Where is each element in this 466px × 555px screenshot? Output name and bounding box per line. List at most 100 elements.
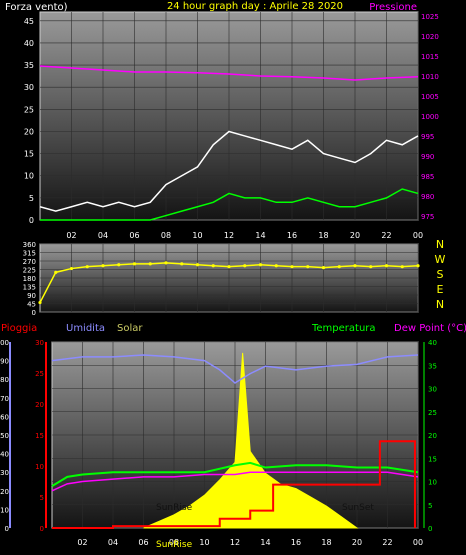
y-temperature-tick-label: 25	[428, 409, 437, 417]
temperature-line	[51, 461, 419, 488]
x-tick-label: 14	[260, 538, 270, 547]
x-tick-label: 02	[66, 231, 76, 240]
y-temperature-tick-label: 0	[428, 525, 432, 533]
y-humidity-tick-label: 70	[0, 395, 9, 403]
wind-direction-point	[132, 262, 137, 266]
y-humidity-tick-label: 10	[0, 506, 9, 514]
y-humidity-tick-label: 40	[0, 451, 9, 459]
y-tick-label: 315	[23, 250, 36, 258]
y-left-tick-label: 0	[29, 216, 34, 225]
dew-point-line	[51, 471, 419, 492]
dew-point-label: Dew Point (°C)	[394, 323, 466, 334]
y-humidity-tick-label: 80	[0, 376, 9, 384]
x-tick-label: 04	[108, 538, 118, 547]
y-rain-tick-label: 30	[35, 339, 44, 347]
solar-area	[143, 352, 359, 529]
y-tick-label: 45	[27, 301, 36, 309]
y-temperature-tick-label: 10	[428, 479, 437, 487]
y-right-tick-label: 980	[421, 193, 434, 201]
wind-pressure-series	[39, 65, 419, 221]
x-tick-label: 20	[352, 538, 362, 547]
x-tick-label: 08	[169, 538, 179, 547]
wind-direction-point	[337, 265, 341, 269]
atmosphere-ticks: 02 04 06 08 10 12 14 16 18 20 22 000510152025303540…	[0, 339, 437, 547]
wind-gust-line	[39, 130, 419, 212]
y-left-tick-label: 15	[24, 150, 34, 159]
compass-label: W	[435, 253, 446, 266]
wind-direction-point	[85, 265, 89, 269]
humidity-label: Umidita	[66, 323, 105, 334]
x-tick-label: 10	[199, 538, 209, 547]
x-tick-label: 00	[413, 231, 423, 240]
y-humidity-tick-label: 50	[0, 432, 9, 440]
pressure-line	[39, 65, 419, 81]
x-tick-label: 00	[413, 538, 423, 547]
y-temperature-tick-label: 30	[428, 386, 437, 394]
compass-label: N	[436, 238, 444, 251]
wind-direction-point	[400, 265, 404, 269]
x-tick-label: 20	[350, 231, 360, 240]
x-tick-label: 16	[287, 231, 297, 240]
compass-label: E	[437, 283, 444, 296]
y-tick-label: 360	[23, 241, 36, 249]
y-rain-tick-label: 20	[35, 401, 44, 409]
x-tick-label: 06	[138, 538, 148, 547]
wind-direction-point	[148, 262, 152, 266]
x-tick-label: 22	[382, 538, 392, 547]
y-temperature-tick-label: 35	[428, 362, 437, 370]
wind-pressure-grid	[40, 12, 419, 221]
wind-direction-point	[243, 264, 247, 268]
wind-direction-point	[258, 263, 263, 267]
x-tick-label: 08	[161, 231, 171, 240]
atmosphere-series	[51, 352, 419, 529]
wind-direction-point	[101, 264, 105, 268]
wind-force-label: Forza vento)	[5, 2, 68, 13]
y-humidity-tick-label: 30	[0, 469, 9, 477]
y-humidity-tick-label: 0	[5, 525, 9, 533]
y-right-tick-label: 1015	[421, 53, 439, 61]
wind-direction-point	[384, 264, 389, 268]
y-right-tick-label: 1005	[421, 93, 439, 101]
y-tick-label: 180	[23, 275, 36, 283]
humidity-line	[51, 354, 419, 384]
y-rain-tick-label: 0	[40, 525, 44, 533]
y-humidity-tick-label: 60	[0, 413, 9, 421]
y-left-tick-label: 20	[24, 127, 34, 136]
y-left-tick-label: 25	[24, 105, 34, 114]
x-tick-label: 02	[77, 538, 87, 547]
y-right-tick-label: 1000	[421, 113, 439, 121]
wind-direction-point	[180, 262, 184, 266]
x-tick-label: 16	[291, 538, 301, 547]
wind-direction-point	[274, 264, 278, 268]
wind-average-line	[40, 188, 419, 221]
wind-direction-point	[416, 264, 420, 268]
wind-direction-grid	[40, 243, 419, 313]
y-tick-label: 135	[23, 284, 36, 292]
x-tick-label: 18	[318, 231, 328, 240]
rain-line	[52, 440, 416, 529]
y-right-tick-label: 990	[421, 153, 434, 161]
x-tick-label: 06	[129, 231, 139, 240]
temperature-label: Temperatura	[311, 323, 376, 334]
y-tick-label: 90	[27, 292, 36, 300]
y-temperature-tick-label: 20	[428, 432, 437, 440]
y-left-tick-label: 10	[24, 172, 34, 181]
wind-direction-point	[227, 265, 231, 269]
wind-direction-point	[195, 263, 200, 267]
sunrise-annotation-bottom: SunRise	[156, 540, 193, 550]
wind-direction-point	[369, 265, 373, 269]
chart-title: 24 hour graph day : Aprile 28 2020	[167, 1, 343, 12]
y-right-tick-label: 985	[421, 173, 434, 181]
y-right-tick-label: 1010	[421, 73, 439, 81]
x-tick-label: 12	[224, 231, 234, 240]
y-humidity-tick-label: 20	[0, 488, 9, 496]
y-left-tick-label: 30	[24, 83, 34, 92]
y-temperature-tick-label: 15	[428, 455, 437, 463]
wind-direction-point	[211, 264, 215, 268]
wind-direction-point	[117, 263, 121, 267]
y-humidity-tick-label: 90	[0, 358, 9, 366]
y-right-tick-label: 975	[421, 213, 434, 221]
x-tick-label: 10	[192, 231, 202, 240]
